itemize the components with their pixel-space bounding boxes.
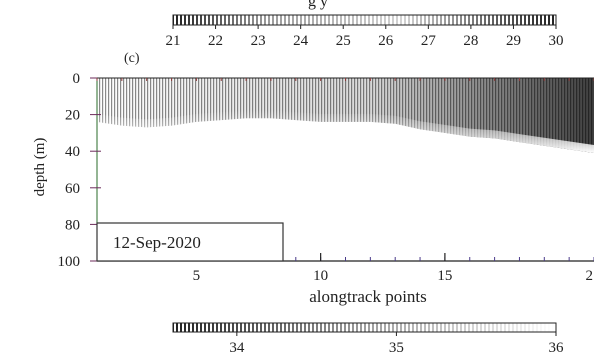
annotation-box bbox=[96, 222, 284, 262]
bottom-colorbar-fade bbox=[173, 323, 556, 332]
bottom-colorbar: 34 35 36 bbox=[172, 322, 565, 356]
top-colorbar-frame bbox=[172, 14, 557, 26]
top-colorbar-tick-label: 29 bbox=[506, 33, 521, 49]
top-colorbar-tick-label: 23 bbox=[251, 33, 266, 49]
chart-title-fragment: g y bbox=[308, 0, 328, 10]
date-annotation: 12-Sep-2020 bbox=[96, 222, 284, 262]
bottom-colorbar-tick-label: 34 bbox=[229, 340, 245, 356]
x-tick-label: 10 bbox=[313, 268, 328, 284]
bottom-colorbar-tick-label: 35 bbox=[389, 340, 404, 356]
top-colorbar-tick-label: 28 bbox=[463, 33, 478, 49]
plot-area: 0 20 40 60 80 100 5 10 15 2 bbox=[58, 71, 594, 284]
top-colorbar-tick-label: 21 bbox=[166, 33, 181, 49]
y-tick-label: 60 bbox=[65, 181, 80, 197]
x-tick-label: 15 bbox=[437, 268, 452, 284]
x-axis-title: alongtrack points bbox=[309, 287, 427, 306]
annotation-text: 12-Sep-2020 bbox=[113, 233, 201, 252]
top-colorbar-fade bbox=[173, 15, 556, 25]
top-colorbar-tick-label: 27 bbox=[421, 33, 437, 49]
mixed-layer-edge bbox=[97, 110, 594, 153]
bottom-colorbar-tick-label: 36 bbox=[549, 340, 565, 356]
top-colorbar-tick-label: 25 bbox=[336, 33, 351, 49]
y-tick-label: 80 bbox=[65, 217, 80, 233]
y-tick-label: 100 bbox=[58, 254, 81, 270]
x-tick-label: 5 bbox=[193, 268, 201, 284]
y-axis-title: depth (m) bbox=[32, 138, 48, 197]
top-colorbar-tick-label: 24 bbox=[293, 33, 309, 49]
top-colorbar-tick-label: 22 bbox=[208, 33, 223, 49]
bottom-colorbar-frame bbox=[172, 322, 557, 333]
y-tick-label: 40 bbox=[65, 144, 80, 160]
y-tick-label: 0 bbox=[73, 71, 81, 87]
top-colorbar: 21 22 23 24 25 26 27 28 29 30 bbox=[166, 14, 564, 49]
x-edge-tick-label: 2 bbox=[586, 268, 594, 284]
top-colorbar-tick-label: 26 bbox=[378, 33, 394, 49]
panel-label: (c) bbox=[124, 51, 140, 66]
y-tick-label: 20 bbox=[65, 108, 80, 124]
top-colorbar-tick-label: 30 bbox=[549, 33, 564, 49]
